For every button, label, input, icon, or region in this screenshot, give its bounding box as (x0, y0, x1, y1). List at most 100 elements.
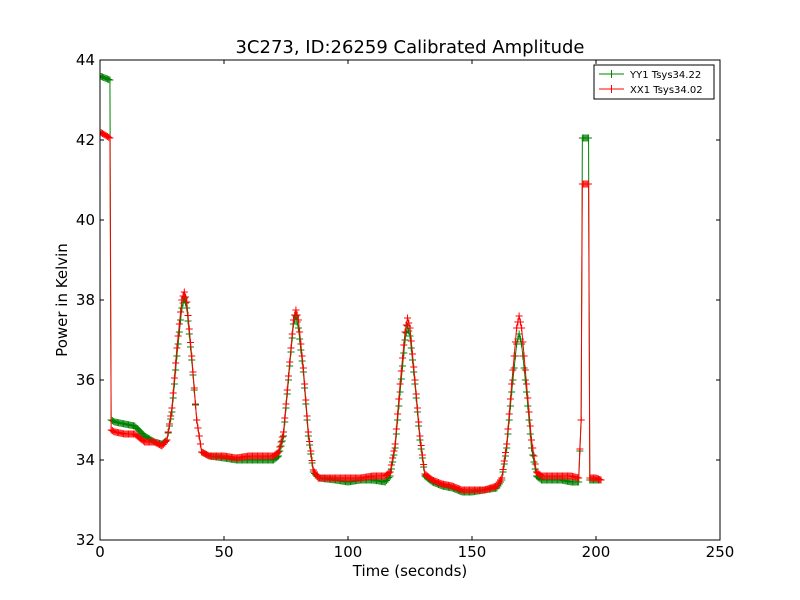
data-point (296, 328, 304, 336)
data-point (397, 375, 405, 383)
x-axis: 0 50 100 150 200 250 (95, 60, 734, 561)
data-point (292, 306, 300, 314)
y-tick-label: 36 (76, 371, 95, 389)
legend-marker (607, 70, 616, 78)
data-point (302, 396, 310, 404)
data-point (390, 447, 398, 455)
data-point (301, 380, 309, 388)
data-point (413, 404, 421, 412)
data-point (394, 410, 402, 418)
data-point (396, 380, 404, 388)
legend-label: YY1 Tsys34.22 (629, 70, 701, 81)
data-point (182, 299, 190, 307)
data-point (106, 76, 114, 84)
data-point (278, 433, 286, 441)
data-point (283, 386, 291, 394)
x-tick-label: 250 (706, 543, 735, 561)
data-point (185, 325, 193, 333)
data-point (407, 337, 415, 345)
data-point (162, 438, 170, 445)
data-point (576, 445, 584, 453)
data-point (190, 384, 198, 392)
data-point (585, 134, 593, 142)
data-point (400, 341, 408, 349)
data-point (106, 134, 114, 142)
data-point (297, 340, 305, 348)
data-point (195, 432, 203, 440)
data-point (404, 314, 412, 322)
data-point (293, 311, 301, 319)
data-point (167, 412, 175, 420)
data-point (518, 324, 526, 332)
data-point (177, 316, 185, 324)
data-point (408, 350, 416, 358)
data-point (526, 422, 534, 430)
y-tick-label: 44 (76, 51, 95, 69)
data-point (400, 349, 408, 357)
plot-area (100, 60, 720, 540)
legend: YY1 Tsys34.22 XX1 Tsys34.02 (593, 64, 715, 100)
data-point (275, 448, 283, 456)
data-point (187, 339, 195, 346)
data-point (299, 364, 307, 372)
data-point (529, 444, 537, 452)
data-point (175, 328, 183, 336)
data-point (168, 404, 176, 412)
data-point (303, 412, 311, 420)
chart-title: 3C273, ID:26259 Calibrated Amplitude (235, 37, 584, 58)
data-point (189, 368, 197, 376)
y-tick-label: 34 (76, 451, 95, 469)
data-point (519, 338, 527, 346)
series-1 (100, 128, 605, 494)
data-point (515, 330, 523, 338)
data-point (105, 133, 113, 141)
data-point (410, 363, 418, 371)
x-tick-label: 0 (95, 543, 105, 561)
data-point (177, 308, 185, 316)
data-point (418, 451, 426, 459)
data-point (530, 452, 538, 460)
data-point (191, 400, 199, 408)
data-point (585, 180, 593, 188)
data-point (169, 389, 177, 397)
data-point (164, 428, 172, 436)
data-point (412, 390, 420, 398)
data-point (510, 352, 518, 360)
data-point (399, 362, 407, 370)
y-tick-label: 38 (76, 291, 95, 309)
data-point (508, 380, 516, 388)
data-point (178, 296, 186, 304)
data-point (386, 468, 394, 476)
data-point (523, 380, 531, 388)
data-point (387, 461, 395, 469)
data-point (170, 374, 178, 382)
data-point (597, 476, 605, 484)
data-point (415, 418, 423, 426)
data-point (287, 344, 295, 352)
data-point (163, 436, 171, 444)
data-point (282, 400, 290, 408)
x-tick-label: 200 (582, 543, 611, 561)
data-point (182, 293, 190, 301)
data-point (521, 376, 529, 384)
data-point (509, 366, 517, 374)
data-point (193, 416, 201, 424)
data-point (281, 414, 289, 422)
x-tick-label: 100 (334, 543, 363, 561)
series-layer (100, 72, 605, 496)
data-point (411, 376, 419, 384)
data-point (500, 457, 508, 465)
data-point (306, 438, 314, 445)
data-point (294, 316, 302, 324)
data-point (420, 461, 428, 468)
data-point (286, 358, 294, 366)
data-point (280, 428, 288, 436)
legend-label: XX1 Tsys34.02 (630, 85, 703, 96)
data-point (505, 410, 513, 418)
data-point (165, 420, 173, 428)
data-point (288, 330, 296, 338)
data-point (503, 440, 511, 448)
x-tick-label: 150 (458, 543, 487, 561)
data-point (405, 327, 413, 335)
